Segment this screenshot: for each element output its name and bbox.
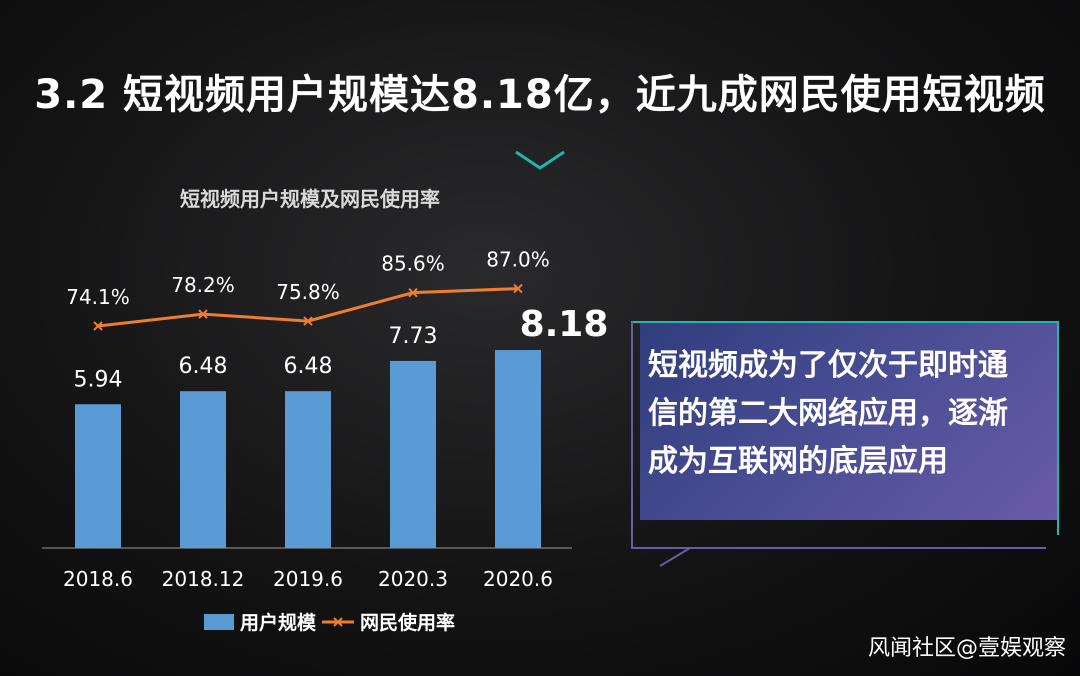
line-point bbox=[303, 316, 313, 326]
x-tick-label: 2018.12 bbox=[162, 567, 245, 591]
line-point bbox=[513, 283, 523, 294]
bar-value-label: 8.18 bbox=[520, 304, 609, 345]
line-value-label: 78.2% bbox=[171, 273, 235, 297]
chart-title: 短视频用户规模及网民使用率 bbox=[180, 187, 440, 211]
line-value-label: 75.8% bbox=[276, 280, 340, 304]
bar-value-label: 6.48 bbox=[179, 354, 228, 379]
info-card-text: 短视频成为了仅次于即时通 信的第二大网络应用，逐渐 成为互联网的底层应用 bbox=[648, 342, 1048, 486]
bar-value-label: 6.48 bbox=[284, 354, 333, 379]
x-tick-label: 2018.6 bbox=[63, 567, 133, 591]
legend-label: 用户规模 bbox=[240, 611, 317, 634]
chart: 短视频用户规模及网民使用率 5.94 2018.6 6.48 2018.12 6.48 20… bbox=[42, 187, 609, 634]
legend-label: 网民使用率 bbox=[360, 611, 455, 634]
bar bbox=[75, 404, 121, 548]
x-tick-label: 2019.6 bbox=[273, 567, 343, 591]
info-card-line: 短视频成为了仅次于即时通 bbox=[648, 348, 1008, 383]
info-card-line: 信的第二大网络应用，逐渐 bbox=[648, 396, 1008, 431]
x-tick-label: 2020.3 bbox=[378, 567, 448, 591]
bar bbox=[285, 391, 331, 548]
x-tick-label: 2020.6 bbox=[483, 567, 553, 591]
page-title: 3.2 短视频用户规模达8.18亿，近九成网民使用短视频 bbox=[34, 72, 1046, 118]
bar bbox=[495, 350, 541, 548]
line-point bbox=[198, 309, 208, 319]
bar-value-label: 7.73 bbox=[389, 324, 438, 349]
bar bbox=[180, 391, 226, 548]
legend-marker bbox=[333, 617, 343, 627]
bar-value-label: 5.94 bbox=[74, 367, 123, 392]
line-value-label: 87.0% bbox=[486, 248, 550, 272]
info-card-line: 成为互联网的底层应用 bbox=[648, 444, 948, 479]
line-value-label: 74.1% bbox=[66, 285, 130, 309]
watermark: 风闻社区@壹娱观察 bbox=[867, 636, 1066, 661]
chevron-down-icon bbox=[515, 150, 565, 170]
bar bbox=[390, 360, 436, 548]
line-point bbox=[93, 321, 103, 331]
line-value-label: 85.6% bbox=[381, 252, 445, 276]
line-point bbox=[408, 287, 418, 298]
legend-swatch-bar bbox=[204, 614, 234, 630]
